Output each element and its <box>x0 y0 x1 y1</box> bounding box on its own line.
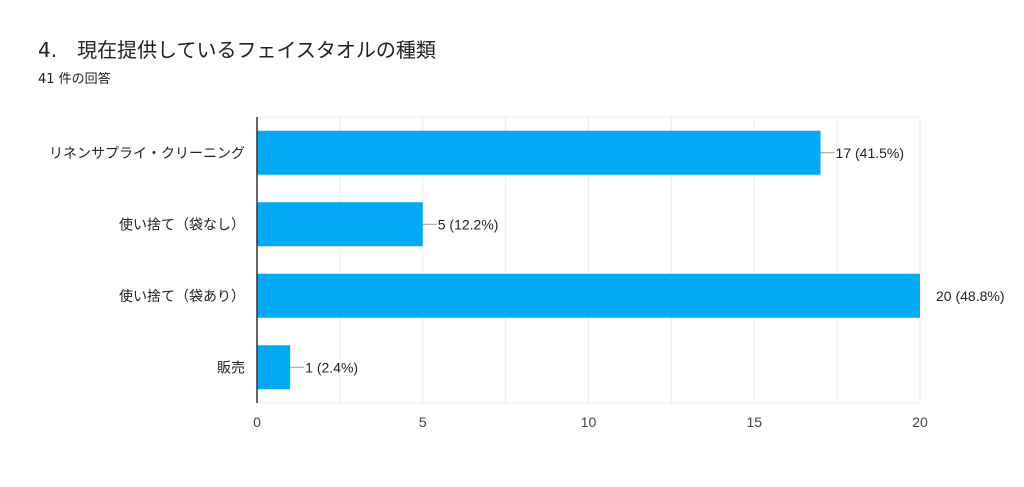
data-label: 5 (12.2%) <box>438 216 499 232</box>
x-tick-label: 20 <box>912 414 928 430</box>
bar <box>257 202 423 247</box>
bar <box>257 130 821 175</box>
data-label: 17 (41.5%) <box>836 145 904 161</box>
data-label: 20 (48.8%) <box>936 288 1004 304</box>
category-label: 販売 <box>217 359 245 375</box>
response-count: 41 件の回答 <box>38 72 111 87</box>
x-tick-label: 15 <box>746 414 762 430</box>
category-label: リネンサプライ・クリーニング <box>49 145 245 161</box>
chart-title: 4. 現在提供しているフェイスタオルの種類 <box>38 38 436 62</box>
bar <box>257 345 291 390</box>
category-label: 使い捨て（袋あり） <box>119 288 245 304</box>
x-tick-label: 10 <box>581 414 597 430</box>
data-label: 1 (2.4%) <box>305 359 358 375</box>
x-tick-label: 0 <box>253 414 261 430</box>
category-label: 使い捨て（袋なし） <box>119 216 245 232</box>
x-tick-label: 5 <box>419 414 427 430</box>
bar <box>257 273 920 318</box>
